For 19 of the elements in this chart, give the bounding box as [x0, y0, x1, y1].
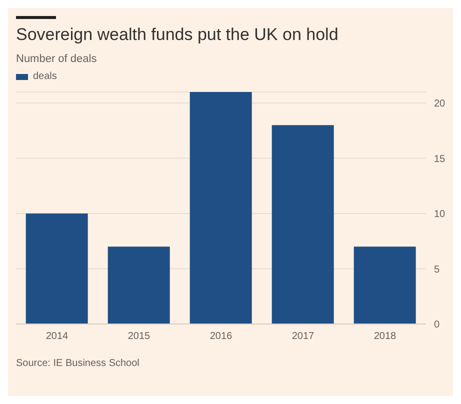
legend-label: deals [32, 71, 57, 82]
y-tick-label: 5 [434, 264, 440, 276]
chart-title: Sovereign wealth funds put the UK on hold [16, 25, 340, 45]
bar [26, 214, 88, 324]
x-tick-label: 2015 [128, 331, 151, 342]
source-note: Source: IE Business School [16, 358, 140, 369]
x-tick-label: 2017 [292, 331, 315, 342]
bar [108, 246, 170, 324]
x-tick-label: 2016 [210, 331, 233, 342]
y-tick-label: 15 [434, 154, 446, 165]
x-tick-label: 2018 [374, 331, 397, 342]
bar [354, 246, 416, 324]
y-tick-label: 0 [434, 320, 440, 331]
bar [190, 92, 252, 324]
bar [272, 125, 334, 324]
x-tick-label: 2014 [46, 331, 69, 342]
y-tick-label: 20 [434, 98, 446, 110]
chart-subtitle: Number of deals [16, 53, 98, 65]
y-tick-label: 10 [434, 209, 446, 220]
